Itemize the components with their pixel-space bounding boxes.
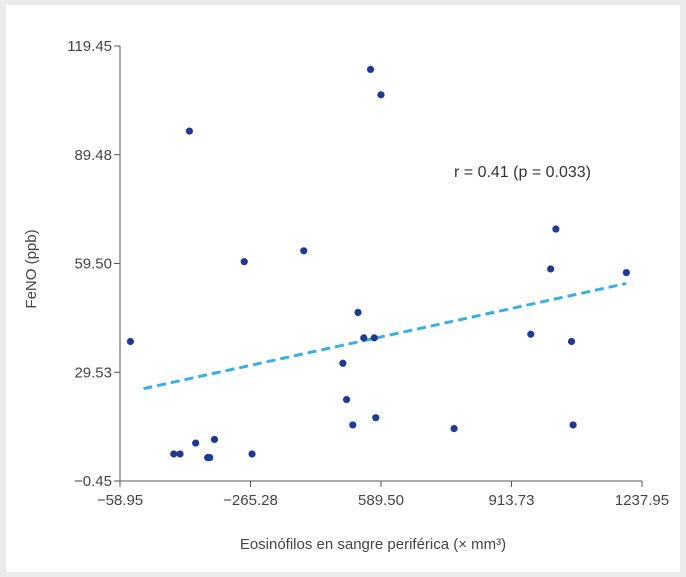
y-tick-label: 29.53 xyxy=(74,364,112,381)
data-point xyxy=(342,395,351,404)
data-point xyxy=(126,337,135,346)
data-point xyxy=(185,127,194,135)
data-point xyxy=(300,247,308,255)
y-axis-title: FeNO (ppb) xyxy=(23,229,40,308)
data-point xyxy=(170,450,178,458)
data-point xyxy=(450,424,458,433)
data-point xyxy=(360,334,368,342)
data-point xyxy=(552,225,560,233)
y-tick-label: 89.48 xyxy=(74,147,112,164)
x-axis-title: Eosinófilos en sangre periférica (× mm³) xyxy=(240,536,506,553)
data-point xyxy=(370,334,378,342)
chart-panel: −0.45 29.53 59.50 89.48 119.45 −58.95 −265.28 5… xyxy=(6,5,680,572)
x-tick-label: −265.28 xyxy=(223,492,278,509)
data-point xyxy=(349,421,357,429)
data-point xyxy=(372,414,380,422)
y-tick-label: −0.45 xyxy=(74,473,112,490)
y-tick-label: 119.45 xyxy=(67,38,112,55)
scatter-chart: −0.45 29.53 59.50 89.48 119.45 −58.95 −265.28 5… xyxy=(23,38,669,553)
data-point xyxy=(527,330,535,338)
points-layer xyxy=(126,65,630,462)
data-point xyxy=(206,453,214,462)
data-point xyxy=(240,258,248,266)
data-point xyxy=(354,308,362,317)
axes xyxy=(114,45,643,487)
data-point xyxy=(547,265,555,273)
x-tick-label: 1237.95 xyxy=(615,492,669,509)
correlation-annotation: r = 0.41 (p = 0.033) xyxy=(454,164,591,181)
data-point xyxy=(339,359,347,367)
data-point xyxy=(176,450,184,458)
data-point xyxy=(569,421,577,429)
data-point xyxy=(192,439,200,447)
data-point xyxy=(567,337,576,346)
data-point xyxy=(366,65,375,74)
x-tick-label: −58.95 xyxy=(97,492,143,509)
trend-line xyxy=(143,281,627,391)
data-point xyxy=(210,435,219,444)
y-tick-label: 59.50 xyxy=(74,256,112,273)
data-point xyxy=(622,268,630,277)
data-point xyxy=(248,450,256,458)
trend-layer xyxy=(143,281,627,391)
x-tick-label: 589.50 xyxy=(358,492,404,509)
data-point xyxy=(377,91,385,99)
x-tick-label: 913.73 xyxy=(489,492,535,509)
tick-labels: −0.45 29.53 59.50 89.48 119.45 −58.95 −265.28 5… xyxy=(67,38,669,509)
